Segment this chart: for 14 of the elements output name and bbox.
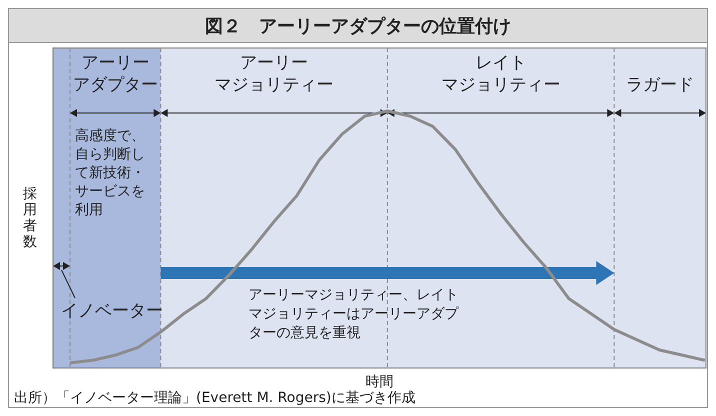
annotation: 高感度で、自ら判断して新技術・サービスを利用 bbox=[75, 128, 146, 218]
text: マジョリティー bbox=[441, 75, 560, 95]
text: アーリー bbox=[81, 53, 150, 73]
annotation: イノベーター bbox=[61, 301, 163, 321]
text: レイト bbox=[475, 53, 526, 73]
y-axis-title: 採用者数 bbox=[23, 186, 37, 250]
annotation: アーリーマジョリティー、レイトマジョリティーはアーリーアダプターの意見を重視 bbox=[248, 287, 460, 341]
text: ラガード bbox=[626, 75, 694, 95]
text: マジョリティー bbox=[214, 75, 334, 95]
text: アーリー bbox=[240, 53, 308, 73]
text: アダプター bbox=[72, 75, 158, 95]
chart-title: 図２ アーリーアダプターの位置付け bbox=[205, 16, 511, 37]
text: 出所）「イノベーター理論」(Everett M. Rogers)に基づき作成 bbox=[14, 390, 416, 406]
x-axis-title: 時間 bbox=[366, 374, 394, 390]
